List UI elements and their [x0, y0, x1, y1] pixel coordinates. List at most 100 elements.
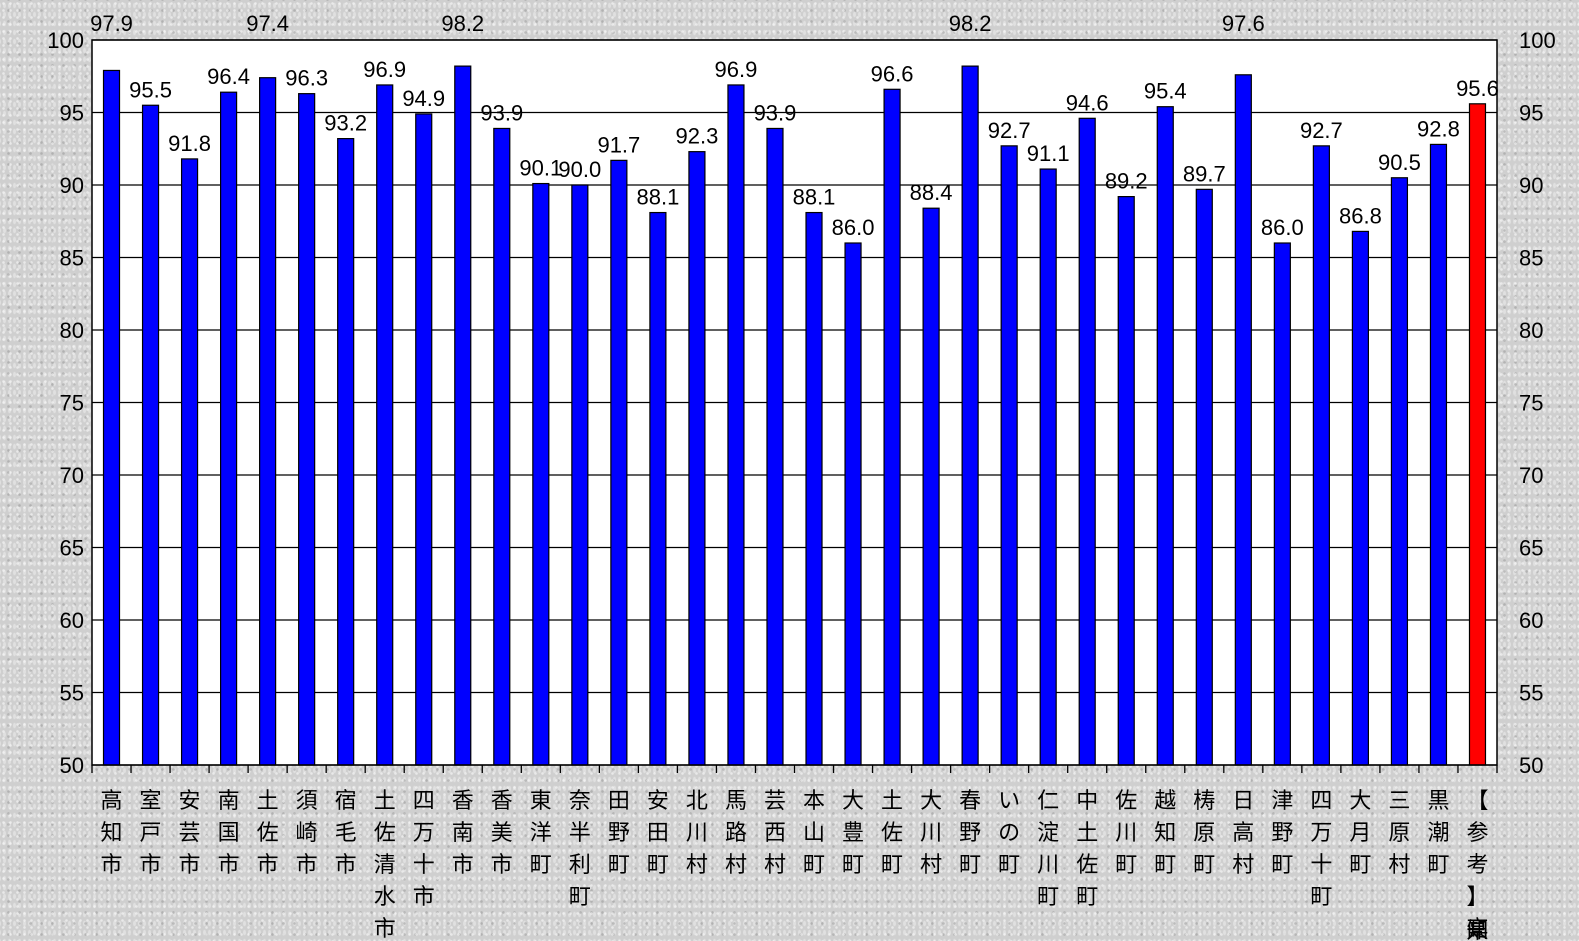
- category-label-char: 野: [959, 821, 981, 846]
- category-label: 大月町: [1349, 789, 1371, 878]
- category-label-char: 知: [101, 821, 123, 846]
- category-label: 安田町: [647, 789, 669, 878]
- category-label-char: 土: [257, 789, 279, 814]
- category-label: 室戸市: [140, 789, 162, 878]
- bar: [493, 127, 511, 766]
- category-label-char: 淀: [1037, 821, 1059, 846]
- category-label-char: 村: [1232, 853, 1254, 878]
- category-label-char: 中: [1076, 789, 1098, 814]
- y-tick-label: 95: [60, 101, 84, 126]
- data-label: 90.5: [1378, 150, 1421, 175]
- category-label-char: 美: [491, 821, 513, 846]
- data-label: 92.3: [676, 124, 719, 149]
- category-label-char: 町: [1427, 853, 1449, 878]
- category-label-char: 県: [1466, 919, 1488, 941]
- category-label-char: 原: [1388, 821, 1410, 846]
- category-label-char: 参: [1466, 821, 1488, 846]
- data-label: 86.0: [832, 215, 875, 240]
- category-label-char: 黒: [1427, 789, 1449, 814]
- category-label-char: 町: [1193, 853, 1215, 878]
- category-label: 津野町: [1271, 789, 1293, 878]
- category-label-char: 土: [374, 789, 396, 814]
- data-label: 86.0: [1261, 215, 1304, 240]
- category-label: 佐川町: [1115, 789, 1137, 878]
- category-label-char: 南: [452, 821, 474, 846]
- category-label-char: 香: [491, 789, 513, 814]
- bar: [805, 211, 823, 766]
- category-label-char: 町: [1271, 853, 1293, 878]
- category-label-char: 大: [1349, 789, 1371, 814]
- data-label: 86.8: [1339, 203, 1382, 228]
- category-label: 土佐町: [881, 789, 903, 878]
- category-label-char: 利: [569, 853, 591, 878]
- category-label: 大豊町: [842, 789, 864, 878]
- category-label-char: 市: [140, 853, 162, 878]
- category-label-char: 川: [920, 821, 942, 846]
- data-label: 93.2: [324, 111, 367, 136]
- category-label-char: 洋: [530, 821, 552, 846]
- category-label: 高知市: [101, 789, 123, 878]
- data-label: 97.9: [90, 11, 133, 36]
- bar: [1468, 103, 1487, 766]
- category-label-char: 川: [686, 821, 708, 846]
- bar: [883, 88, 901, 766]
- category-label-char: 町: [959, 853, 981, 878]
- y-tick-label-right: 55: [1519, 681, 1543, 706]
- category-label-char: 本: [803, 789, 825, 814]
- category-label-char: 川: [1115, 821, 1137, 846]
- y-tick-label-right: 100: [1519, 28, 1556, 53]
- category-label-char: 奈: [569, 789, 591, 814]
- category-label: 南国市: [218, 789, 240, 878]
- category-label-char: 町: [1310, 885, 1332, 910]
- data-label: 91.1: [1027, 141, 1070, 166]
- category-label-char: 市: [296, 853, 318, 878]
- category-label-char: 路: [725, 821, 747, 846]
- data-label: 91.8: [168, 131, 211, 156]
- category-label-char: 】: [1466, 885, 1488, 910]
- category-label-char: 豊: [842, 821, 864, 846]
- data-label: 88.1: [636, 185, 679, 210]
- category-label: 安芸市: [179, 789, 201, 878]
- data-label: 98.2: [949, 11, 992, 36]
- category-label-char: 万: [1310, 821, 1332, 846]
- bar: [337, 138, 355, 766]
- category-label: 【参考】高知県: [1466, 789, 1488, 941]
- y-tick-label-right: 60: [1519, 608, 1543, 633]
- bar: [610, 159, 628, 766]
- category-label-char: 高: [101, 789, 123, 814]
- bar: [1000, 145, 1018, 766]
- data-label: 90.0: [558, 157, 601, 182]
- category-label-char: 高: [1466, 917, 1488, 941]
- category-label-char: 市: [491, 853, 513, 878]
- bar: [1312, 145, 1330, 766]
- category-label-char: 三: [1388, 789, 1410, 814]
- category-label-char: 町: [608, 853, 630, 878]
- data-label: 88.4: [910, 180, 953, 205]
- category-label-char: 山: [803, 821, 825, 846]
- data-label: 98.2: [441, 11, 484, 36]
- y-tick-label: 65: [60, 536, 84, 561]
- data-label: 92.8: [1417, 116, 1460, 141]
- category-labels: 高知市室戸市安芸市南国市土佐市須崎市宿毛市土佐清水市四万十市香南市香美市東洋町奈…: [101, 789, 1489, 941]
- category-label-char: 馬: [725, 789, 747, 814]
- category-label-char: 芸: [764, 789, 786, 814]
- category-label-char: 毛: [335, 821, 357, 846]
- data-labels: 97.9 95.5 91.8 96.4 97.4 96.3 93.2 96.9 94.9 98.2…: [90, 11, 1499, 240]
- category-label: 本山町: [803, 789, 825, 878]
- y-tick-label-right: 65: [1519, 536, 1543, 561]
- y-axis-left-labels: 50 55 60 65 70 75 80 85 90 95 100: [47, 28, 84, 778]
- bar: [376, 84, 394, 766]
- data-label: 89.7: [1183, 161, 1226, 186]
- data-label: 89.2: [1105, 169, 1148, 194]
- data-label: 94.6: [1066, 90, 1109, 115]
- category-label-char: 市: [101, 853, 123, 878]
- category-label-char: 戸: [140, 821, 162, 846]
- data-label: 96.3: [285, 66, 328, 91]
- category-label-char: 月: [1349, 821, 1371, 846]
- category-label: 田野町: [608, 789, 630, 878]
- bar: [532, 182, 550, 766]
- category-label: 芸西村: [764, 789, 786, 878]
- bar: [1039, 168, 1057, 766]
